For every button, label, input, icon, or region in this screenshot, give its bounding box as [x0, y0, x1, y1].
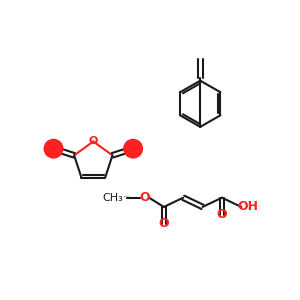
Text: OH: OH	[237, 200, 258, 213]
Circle shape	[124, 140, 142, 158]
Text: O: O	[139, 191, 150, 204]
Circle shape	[44, 140, 63, 158]
Text: O: O	[217, 208, 227, 221]
Text: O: O	[88, 136, 98, 146]
Text: CH₃: CH₃	[102, 193, 123, 203]
Text: O: O	[158, 218, 169, 230]
Text: methoxy: methoxy	[124, 196, 130, 197]
